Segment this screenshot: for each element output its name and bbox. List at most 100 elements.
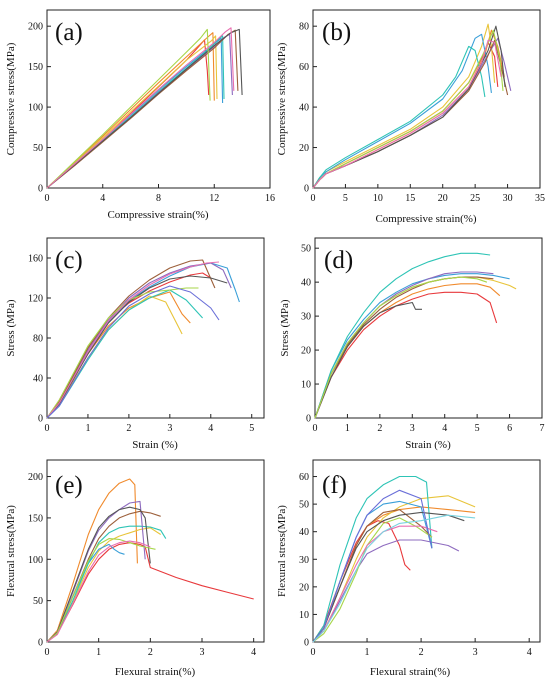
x-tick-label-b: 10 (373, 193, 383, 204)
x-tick-label-b: 30 (503, 193, 513, 204)
y-tick-label-f: 30 (299, 555, 309, 566)
y-tick-label-c: 120 (28, 294, 43, 305)
series-line-d-4 (314, 273, 510, 419)
y-tick-label-f: 50 (299, 500, 309, 511)
x-tick-label-a: 16 (265, 193, 275, 204)
y-tick-label-a: 0 (38, 184, 43, 195)
y-tick-label-d: 40 (301, 278, 311, 289)
series-line-e-10 (46, 540, 151, 643)
series-line-b-5 (312, 45, 486, 189)
series-line-f-10 (312, 525, 438, 643)
series-line-f-6 (312, 539, 460, 643)
x-tick-label-d: 4 (442, 423, 447, 434)
x-tick-label-b: 0 (311, 193, 316, 204)
x-axis-title-b: Compressive strain(%) (375, 213, 476, 225)
x-tick-label-d: 1 (345, 423, 350, 434)
series-line-c-4 (46, 262, 240, 419)
series-line-e-5 (46, 525, 167, 643)
x-tick-label-b: 20 (438, 193, 448, 204)
y-tick-label-d: 20 (301, 346, 311, 357)
y-tick-label-b: 40 (299, 103, 309, 114)
y-tick-label-a: 150 (28, 62, 43, 73)
x-axis-title-e: Flexural strain(%) (115, 666, 196, 678)
series-line-e-2 (46, 478, 138, 643)
x-tick-label-d: 0 (313, 423, 318, 434)
plot-frame-f (312, 459, 541, 643)
x-tick-label-d: 3 (410, 423, 415, 434)
series-line-f-12 (312, 514, 476, 643)
series-line-c-8 (46, 275, 228, 419)
x-tick-label-c: 3 (167, 423, 172, 434)
x-tick-label-f: 1 (365, 647, 370, 658)
x-tick-label-e: 0 (45, 647, 50, 658)
y-tick-label-f: 10 (299, 610, 309, 621)
series-line-a-2 (46, 32, 215, 189)
panel-letter-a: (a) (55, 19, 83, 46)
x-tick-label-e: 1 (96, 647, 101, 658)
x-tick-label-a: 0 (45, 193, 50, 204)
y-tick-label-c: 160 (28, 254, 43, 265)
x-tick-label-d: 2 (377, 423, 382, 434)
x-tick-label-e: 3 (200, 647, 205, 658)
plot-frame-c (46, 237, 265, 419)
x-tick-label-e: 2 (148, 647, 153, 658)
x-tick-label-a: 12 (209, 193, 219, 204)
series-line-d-6 (314, 271, 494, 419)
x-tick-label-c: 0 (45, 423, 50, 434)
y-axis-title-c: Stress (MPa) (5, 299, 17, 356)
y-tick-label-b: 60 (299, 62, 309, 73)
y-tick-label-f: 40 (299, 527, 309, 538)
x-axis-title-c: Strain (%) (132, 439, 178, 451)
panel-d: (d) Strain (%) Stress (MPa) 0 1 2 3 4 5 6 7 0 10 2… (279, 237, 545, 451)
plot-frame-e (46, 459, 265, 643)
x-tick-label-c: 1 (85, 423, 90, 434)
panel-letter-f: (f) (322, 472, 347, 499)
series-line-f-11 (312, 489, 433, 643)
y-tick-label-f: 20 (299, 582, 309, 593)
y-tick-label-d: 10 (301, 380, 311, 391)
plot-frame-b (312, 9, 541, 189)
y-axis-title-f: Flexural stress(MPa) (276, 505, 288, 597)
series-line-c-11 (46, 285, 220, 419)
x-tick-label-c: 5 (249, 423, 254, 434)
series-line-c-10 (46, 261, 220, 419)
y-axis-title-b: Compressive stress(MPa) (276, 42, 288, 155)
y-axis-title-d: Stress (MPa) (279, 299, 291, 356)
series-line-d-1 (314, 291, 498, 419)
y-tick-label-e: 200 (28, 472, 43, 483)
x-tick-label-f: 0 (311, 647, 316, 658)
x-tick-label-b: 15 (405, 193, 415, 204)
x-axis-title-d: Strain (%) (405, 439, 451, 451)
panel-letter-e: (e) (55, 472, 83, 499)
y-tick-label-c: 80 (33, 334, 43, 345)
x-tick-label-b: 35 (535, 193, 545, 204)
y-tick-label-c: 40 (33, 374, 43, 385)
series-line-b-10 (312, 39, 502, 189)
series-line-c-1 (46, 272, 212, 419)
x-tick-label-d: 5 (475, 423, 480, 434)
y-tick-label-e: 100 (28, 555, 43, 566)
y-tick-label-f: 60 (299, 472, 309, 483)
series-line-a-9 (46, 28, 211, 189)
x-tick-label-a: 4 (100, 193, 105, 204)
series-line-d-9 (314, 276, 488, 419)
y-tick-label-d: 0 (306, 414, 311, 425)
series-line-d-5 (314, 252, 491, 419)
y-tick-label-c: 0 (38, 414, 43, 425)
y-tick-label-e: 150 (28, 513, 43, 524)
y-axis-title-a: Compressive stress(MPa) (5, 42, 17, 155)
y-tick-label-b: 20 (299, 143, 309, 154)
y-tick-label-d: 30 (301, 312, 311, 323)
series-line-a-8 (46, 28, 243, 189)
series-line-a-10 (46, 27, 235, 189)
x-tick-label-a: 8 (156, 193, 161, 204)
series-line-f-3 (312, 495, 476, 643)
panel-letter-b: (b) (322, 19, 351, 46)
x-tick-label-f: 2 (419, 647, 424, 658)
y-tick-label-a: 200 (28, 22, 43, 33)
x-tick-label-b: 25 (470, 193, 480, 204)
series-line-f-9 (312, 517, 433, 643)
panel-letter-d: (d) (324, 247, 353, 274)
series-line-d-8 (314, 301, 422, 419)
